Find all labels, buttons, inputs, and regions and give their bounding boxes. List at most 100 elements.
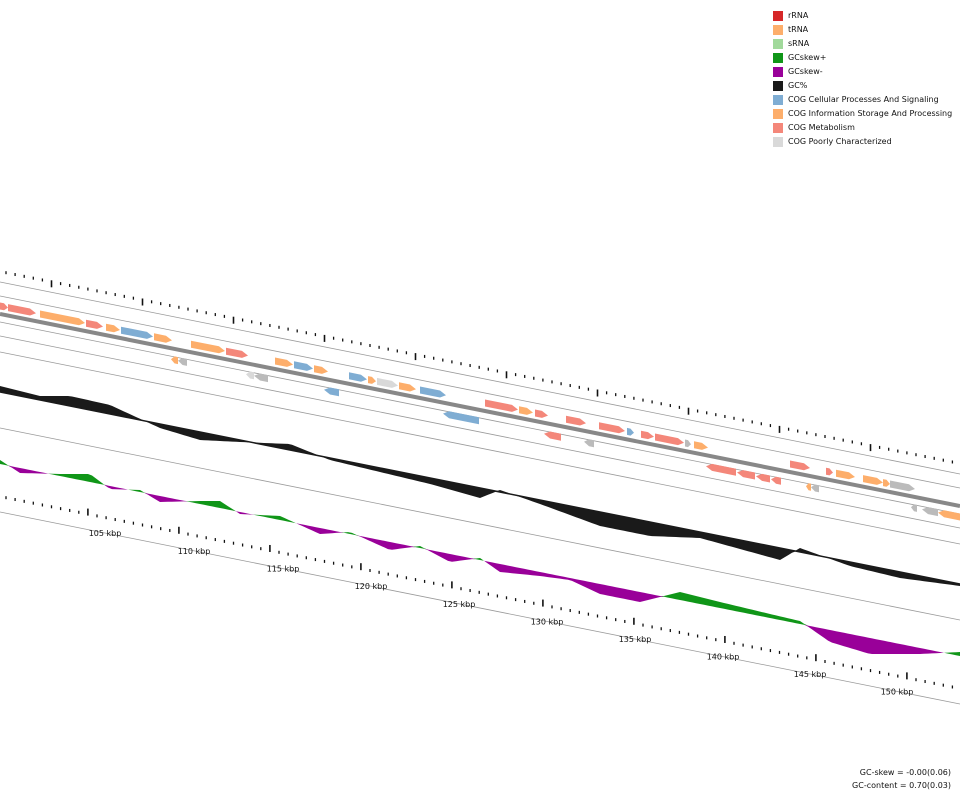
gene-feature <box>294 361 313 371</box>
legend-swatch <box>773 25 783 35</box>
legend-label: tRNA <box>788 25 809 34</box>
bottom-tick-ruler <box>5 496 954 689</box>
track-line <box>0 351 960 545</box>
gene-feature <box>599 422 625 434</box>
gene-feature <box>420 386 446 398</box>
gc-baseline <box>0 391 960 585</box>
legend-item-gc-percent: GC% <box>773 79 952 93</box>
axis-label: 130 kbp <box>531 617 564 626</box>
gene-feature <box>890 480 915 492</box>
track-lines <box>0 281 960 705</box>
legend-label: COG Metabolism <box>788 123 855 132</box>
legend-item-gcskew-pos: GCskew+ <box>773 51 952 65</box>
gc-skew-positive <box>0 460 960 656</box>
axis-label: 120 kbp <box>355 582 388 591</box>
legend: rRNA tRNA sRNA GCskew+ GCskew- GC% COG C… <box>773 9 952 149</box>
gene-feature <box>171 356 178 365</box>
gene-feature <box>883 479 890 487</box>
feature-track <box>0 302 960 521</box>
gene-feature <box>771 476 781 485</box>
gene-feature <box>627 427 634 436</box>
legend-swatch <box>773 67 783 77</box>
legend-swatch <box>773 53 783 63</box>
gene-feature <box>8 304 36 316</box>
gene-feature <box>737 470 755 480</box>
gene-feature <box>811 484 819 493</box>
axis-label: 115 kbp <box>267 565 300 574</box>
track-line <box>0 281 960 475</box>
gene-feature <box>836 469 855 480</box>
axis-label: 105 kbp <box>89 529 122 538</box>
legend-label: COG Information Storage And Processing <box>788 109 953 118</box>
gene-feature <box>246 371 254 380</box>
axis-label: 150 kbp <box>881 687 914 696</box>
legend-item-cog-information: COG Information Storage And Processing <box>773 107 952 121</box>
legend-item-cog-metabolism: COG Metabolism <box>773 121 952 135</box>
track-line <box>0 427 960 621</box>
backbone-line <box>0 312 960 508</box>
legend-label: COG Cellular Processes And Signaling <box>788 95 939 104</box>
gene-feature <box>806 483 811 491</box>
gene-feature <box>226 347 248 358</box>
gene-feature <box>368 376 376 384</box>
legend-item-srna: sRNA <box>773 37 952 51</box>
axis-labels: 105 kbp 110 kbp 115 kbp 120 kbp 125 kbp 130 k… <box>89 529 914 696</box>
gene-feature <box>685 439 691 448</box>
gene-feature <box>399 382 416 392</box>
gene-feature <box>641 430 654 440</box>
top-tick-ruler <box>5 271 954 464</box>
axis-label: 145 kbp <box>794 670 827 679</box>
legend-item-cog-poorly: COG Poorly Characterized <box>773 135 952 149</box>
legend-swatch <box>773 123 783 133</box>
legend-swatch <box>773 81 783 91</box>
gene-feature <box>694 441 708 450</box>
legend-item-rrna: rRNA <box>773 9 952 23</box>
gene-feature <box>275 357 293 367</box>
legend-swatch <box>773 39 783 49</box>
gc-above <box>0 386 960 584</box>
gc-skew-negative <box>0 464 960 656</box>
gene-feature <box>0 302 8 311</box>
legend-item-cog-cellular: COG Cellular Processes And Signaling <box>773 93 952 107</box>
gene-feature <box>106 323 120 333</box>
legend-label: rRNA <box>788 11 809 20</box>
gene-feature <box>584 439 594 448</box>
legend-item-gcskew-neg: GCskew- <box>773 65 952 79</box>
track-line <box>0 321 960 515</box>
legend-swatch <box>773 137 783 147</box>
gene-feature <box>377 377 398 388</box>
gc-skew-stat: GC-skew = -0.00(0.06) <box>859 768 951 777</box>
gene-feature <box>790 460 810 471</box>
sequence-stats: GC-skew = -0.00(0.06) GC-content = 0.70(… <box>852 766 951 792</box>
gc-content-plot <box>0 386 960 586</box>
gene-feature <box>485 399 518 412</box>
track-line <box>0 511 960 705</box>
gene-feature <box>826 467 833 476</box>
axis-label: 140 kbp <box>707 653 740 662</box>
gene-feature <box>863 475 883 485</box>
gene-feature <box>191 340 225 354</box>
axis-label: 135 kbp <box>619 635 652 644</box>
legend-item-trna: tRNA <box>773 23 952 37</box>
gene-feature <box>756 473 770 483</box>
gene-feature <box>544 431 561 441</box>
gene-feature <box>324 387 339 397</box>
legend-swatch <box>773 11 783 21</box>
gene-feature <box>40 310 85 326</box>
gene-feature <box>566 415 586 426</box>
legend-label: COG Poorly Characterized <box>788 137 892 146</box>
axis-label: 110 kbp <box>178 547 211 556</box>
gene-feature <box>254 373 268 383</box>
gc-skew-plot <box>0 460 960 656</box>
gene-feature <box>154 333 172 343</box>
gene-feature <box>535 409 548 418</box>
gene-feature <box>922 507 938 517</box>
gene-feature <box>314 365 328 374</box>
gene-feature <box>706 463 736 476</box>
legend-swatch <box>773 95 783 105</box>
gene-feature <box>443 411 479 425</box>
gc-content-stat: GC-content = 0.70(0.03) <box>852 781 951 790</box>
legend-label: sRNA <box>788 39 810 48</box>
backbone <box>0 312 960 508</box>
